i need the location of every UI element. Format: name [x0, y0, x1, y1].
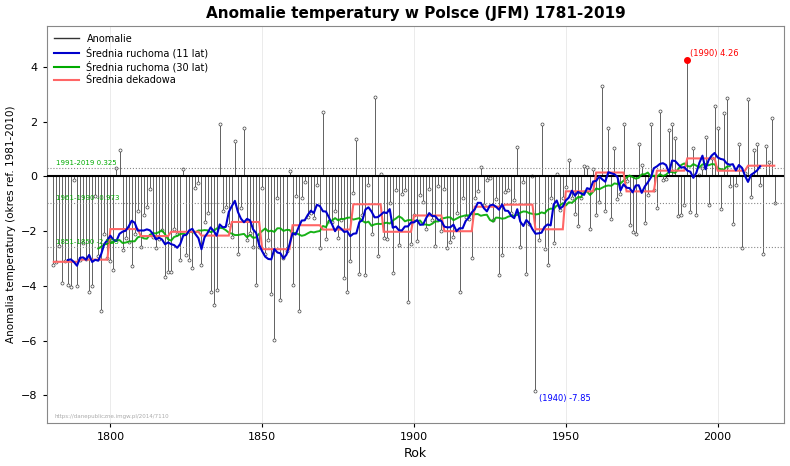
Text: 1851-1850 -2.585: 1851-1850 -2.585	[56, 240, 118, 245]
Text: 1961-1990 -0.973: 1961-1990 -0.973	[56, 195, 119, 201]
Title: Anomalie temperatury w Polsce (JFM) 1781-2019: Anomalie temperatury w Polsce (JFM) 1781…	[205, 6, 626, 21]
Y-axis label: Anomalia temperatury (okres ref. 1981-2010): Anomalia temperatury (okres ref. 1981-20…	[6, 106, 16, 343]
Text: https://danepubliczne.imgw.pl/2014/7110: https://danepubliczne.imgw.pl/2014/7110	[54, 414, 168, 419]
X-axis label: Rok: Rok	[404, 447, 427, 460]
Text: 1991-2019 0.325: 1991-2019 0.325	[56, 160, 116, 165]
Legend: Anomalie, Średnia ruchoma (11 lat), Średnia ruchoma (30 lat), Średnia dekadowa: Anomalie, Średnia ruchoma (11 lat), Śred…	[51, 31, 212, 89]
Text: (1940) -7.85: (1940) -7.85	[539, 394, 590, 403]
Text: (1990) 4.26: (1990) 4.26	[690, 49, 739, 58]
